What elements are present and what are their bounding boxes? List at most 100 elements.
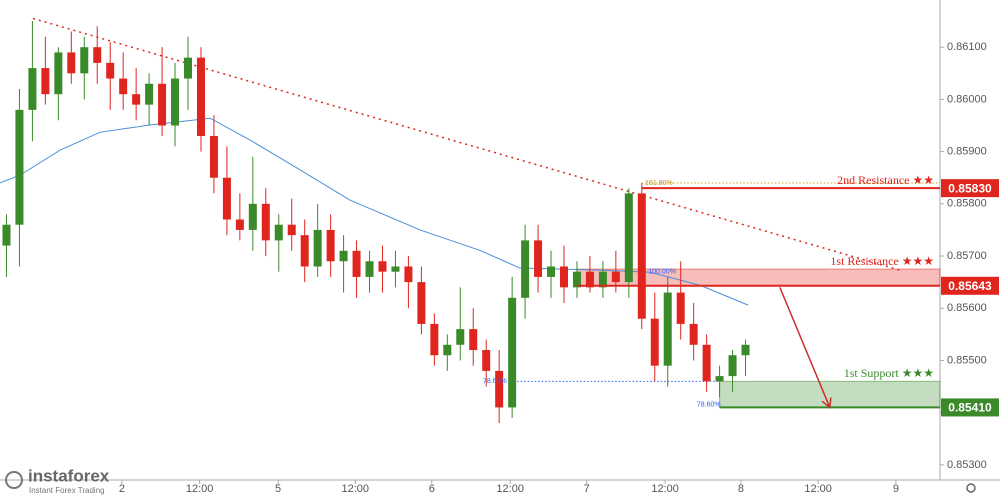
x-tick-label: 2 xyxy=(119,483,125,495)
arrow xyxy=(779,287,831,408)
y-tick-label: 0.86000 xyxy=(947,93,987,105)
fib-label: 161.80% xyxy=(645,180,673,187)
candle-body xyxy=(145,83,154,105)
x-tick-label: 8 xyxy=(738,483,744,495)
y-tick-label: 0.86100 xyxy=(947,41,987,53)
candle-body xyxy=(676,292,685,324)
x-tick-label: 6 xyxy=(429,483,435,495)
candle-body xyxy=(222,177,231,220)
candle-body xyxy=(132,94,141,105)
y-tick-label: 0.85600 xyxy=(947,302,987,314)
candle-body xyxy=(54,52,63,95)
candle-body xyxy=(715,376,724,382)
candle-body xyxy=(80,47,89,74)
x-tick-label: 12:00 xyxy=(186,483,214,495)
candle-body xyxy=(443,344,452,356)
candle-body xyxy=(209,135,218,178)
x-tick-label: 12:00 xyxy=(651,483,679,495)
trendline xyxy=(32,17,901,271)
y-tick-label: 0.85800 xyxy=(947,198,987,210)
candle-body xyxy=(702,344,711,382)
fib-label: 100.00% xyxy=(648,269,676,276)
candle-body xyxy=(106,62,115,79)
logo: instaforex Instant Forex Trading xyxy=(5,466,110,495)
candle-body xyxy=(741,344,750,356)
candle-body xyxy=(456,329,465,345)
fib-label: 78.60% xyxy=(697,402,721,409)
candle-body xyxy=(93,47,102,63)
price-tag-label: 0.85643 xyxy=(948,279,992,293)
candle-body xyxy=(28,68,37,110)
candle-body xyxy=(196,57,205,136)
y-tick-label: 0.86200 xyxy=(947,0,987,1)
candle-body xyxy=(637,193,646,319)
candle-body xyxy=(508,297,517,408)
y-tick-label: 0.85900 xyxy=(947,146,987,158)
candle-body xyxy=(378,261,387,272)
candle-body xyxy=(728,355,737,377)
candle-body xyxy=(248,203,257,230)
candle-body xyxy=(67,52,76,74)
price-tag xyxy=(941,398,999,417)
candle-body xyxy=(598,271,607,288)
candle-body xyxy=(274,224,283,241)
tagline: Instant Forex Trading xyxy=(29,486,105,495)
candle-body xyxy=(650,318,659,366)
price-tag-label: 0.85830 xyxy=(948,181,992,195)
candle-body xyxy=(15,109,24,225)
x-tick-label: 5 xyxy=(275,483,281,495)
settings-icon[interactable] xyxy=(966,483,976,493)
candle-body xyxy=(339,250,348,262)
x-tick-label: 9 xyxy=(893,483,899,495)
candle-body xyxy=(158,83,167,126)
logo-icon xyxy=(5,471,23,489)
y-tick-label: 0.85300 xyxy=(947,459,987,471)
y-tick-label: 0.85500 xyxy=(947,354,987,366)
level-name: 2nd Resistance ★★ xyxy=(837,173,934,187)
candle-body xyxy=(287,224,296,236)
candle-body xyxy=(689,323,698,345)
price-tag xyxy=(941,276,999,295)
candle-body xyxy=(261,203,270,241)
candle-body xyxy=(611,271,620,283)
candle-body xyxy=(235,219,244,230)
candle-body xyxy=(663,292,672,366)
candle-body xyxy=(482,350,491,371)
candle-body xyxy=(572,271,581,288)
candle-body xyxy=(365,261,374,277)
candle-body xyxy=(585,271,594,288)
candle-body xyxy=(495,370,504,408)
candle-body xyxy=(300,235,309,267)
y-tick-label: 0.85700 xyxy=(947,250,987,262)
candle-body xyxy=(534,240,543,277)
candle-body xyxy=(404,266,413,283)
candle-body xyxy=(560,266,568,288)
plot-area: 161.80% 100.00% 78.60% 78.60% xyxy=(0,17,941,424)
candle-body xyxy=(119,78,128,95)
price-tag xyxy=(941,179,999,198)
x-tick-label: 12:00 xyxy=(341,483,369,495)
candle-body xyxy=(469,329,478,351)
candle-body xyxy=(2,224,11,246)
candle-body xyxy=(326,229,335,262)
price-tag-label: 0.85410 xyxy=(948,401,992,415)
candle-body xyxy=(391,266,400,272)
candle-body xyxy=(352,250,361,277)
candle-body xyxy=(547,266,556,277)
arrow-head xyxy=(821,397,832,409)
level-name: 1st Resistance ★★★ xyxy=(830,254,934,268)
level-name: 1st Support ★★★ xyxy=(844,366,934,380)
x-tick-label: 12:00 xyxy=(496,483,524,495)
candle-body xyxy=(521,240,530,298)
candle-body xyxy=(184,57,192,79)
x-tick-label: 7 xyxy=(584,483,590,495)
candle-body xyxy=(313,229,322,267)
candle-body xyxy=(417,282,426,324)
x-tick-label: 12:00 xyxy=(804,483,832,495)
candle-body xyxy=(171,78,180,126)
brand: instaforex xyxy=(28,466,110,485)
fib-label: 78.60% xyxy=(483,378,507,385)
candle-body xyxy=(430,323,439,356)
